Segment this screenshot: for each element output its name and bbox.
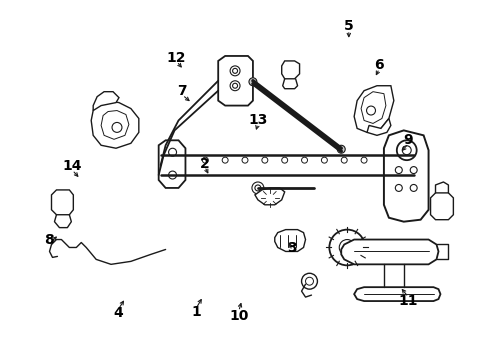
Polygon shape bbox=[383, 130, 427, 222]
Text: 2: 2 bbox=[200, 157, 209, 171]
Polygon shape bbox=[158, 140, 185, 188]
Text: 3: 3 bbox=[286, 241, 296, 255]
Polygon shape bbox=[353, 86, 393, 132]
Polygon shape bbox=[341, 239, 438, 264]
Text: 14: 14 bbox=[62, 159, 82, 174]
Text: 4: 4 bbox=[113, 306, 123, 320]
Polygon shape bbox=[360, 92, 385, 123]
Polygon shape bbox=[429, 193, 452, 220]
Polygon shape bbox=[51, 190, 73, 215]
Polygon shape bbox=[353, 287, 440, 301]
Polygon shape bbox=[93, 92, 119, 111]
Text: 10: 10 bbox=[228, 309, 248, 323]
Polygon shape bbox=[218, 56, 252, 105]
Text: 13: 13 bbox=[248, 113, 267, 127]
Circle shape bbox=[337, 145, 345, 153]
Text: 6: 6 bbox=[374, 58, 384, 72]
Polygon shape bbox=[366, 118, 390, 135]
Text: 1: 1 bbox=[191, 305, 201, 319]
Text: 11: 11 bbox=[398, 294, 417, 309]
Text: 12: 12 bbox=[166, 51, 186, 65]
Text: 9: 9 bbox=[403, 133, 412, 147]
Polygon shape bbox=[281, 61, 299, 79]
Text: 5: 5 bbox=[343, 19, 353, 33]
Polygon shape bbox=[254, 188, 284, 205]
Text: 8: 8 bbox=[44, 233, 54, 247]
Text: 7: 7 bbox=[177, 84, 187, 98]
Polygon shape bbox=[274, 230, 305, 251]
Circle shape bbox=[248, 78, 256, 86]
Polygon shape bbox=[91, 100, 139, 148]
Polygon shape bbox=[101, 111, 129, 139]
